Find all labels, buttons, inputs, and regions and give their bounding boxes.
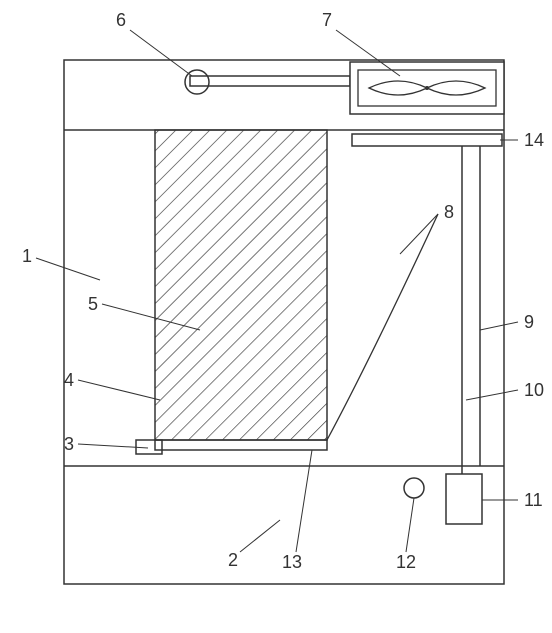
component-12: [404, 478, 424, 498]
label-8: 8: [444, 202, 454, 222]
label-14: 14: [524, 130, 544, 150]
label-7: 7: [322, 10, 332, 30]
plate-14: [352, 134, 502, 146]
label-5: 5: [88, 294, 98, 314]
label-13: 13: [282, 552, 302, 572]
label-11: 11: [524, 490, 543, 510]
top-pipe: [190, 76, 350, 86]
technical-diagram: 1 2 3 4 5 6 7 8 9 10 11 12 13 14: [0, 0, 552, 633]
propeller-hub: [425, 86, 429, 90]
label-2: 2: [228, 550, 238, 570]
base-plate-13: [155, 440, 327, 450]
component-11: [446, 474, 482, 524]
label-3: 3: [64, 434, 74, 454]
hatched-body: [155, 130, 327, 440]
label-4: 4: [64, 370, 74, 390]
label-10: 10: [524, 380, 544, 400]
label-6: 6: [116, 10, 126, 30]
curve-8: [327, 214, 438, 440]
component-3: [136, 440, 162, 454]
label-1: 1: [22, 246, 32, 266]
label-12: 12: [396, 552, 416, 572]
label-9: 9: [524, 312, 534, 332]
